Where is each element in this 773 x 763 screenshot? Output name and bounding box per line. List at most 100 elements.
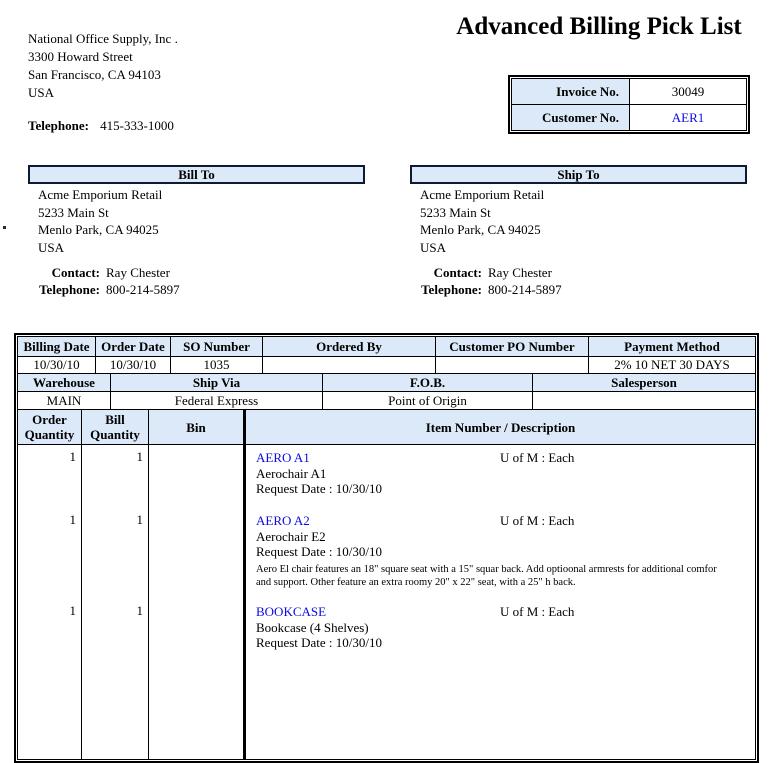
- bill-to-header-bar: Bill To: [28, 165, 365, 184]
- bill-to-name: Acme Emporium Retail: [38, 187, 163, 202]
- company-address-block: National Office Supply, Inc . 3300 Howar…: [28, 30, 178, 135]
- ship-to-telephone-label: Telephone:: [421, 282, 482, 297]
- item-bill-qty: 1: [82, 445, 148, 508]
- order-header-section: Billing Date Order Date SO Number Ordere…: [18, 337, 755, 373]
- company-name: National Office Supply, Inc .: [28, 31, 178, 46]
- item-request-date: Request Date : 10/30/10: [256, 635, 383, 650]
- report-page: { "page": { "title": "Advanced Billing P…: [3, 13, 759, 763]
- item-bill-qty: 1: [82, 508, 148, 599]
- item-number-row: AERO A1 U of M : Each: [256, 450, 747, 466]
- item-number-link[interactable]: AERO A1: [256, 450, 310, 465]
- report-title: Advanced Billing Pick List: [456, 13, 742, 40]
- item-bill-qty: 1: [82, 599, 148, 759]
- company-street: 3300 Howard Street: [28, 49, 133, 64]
- ship-to-contact-block: Contact: Ray Chester Telephone: 800-214-58…: [410, 264, 562, 298]
- item-order-qty: 1: [18, 445, 81, 508]
- item-short-description: Bookcase (4 Shelves): [256, 619, 369, 635]
- item-order-qty: 1: [18, 599, 81, 759]
- item-number-row: BOOKCASE U of M : Each: [256, 604, 747, 620]
- ship-to-country: USA: [420, 239, 447, 255]
- col-ordered-by: Ordered By: [263, 337, 435, 356]
- col-billing-date: Billing Date: [18, 337, 95, 356]
- col-ship-via: Ship Via: [111, 374, 322, 391]
- item-uom: U of M : Each: [500, 450, 575, 465]
- ship-to-street: 5233 Main St: [420, 204, 491, 220]
- bill-to-telephone-label: Telephone:: [39, 282, 100, 297]
- bill-to-street: 5233 Main St: [38, 204, 109, 220]
- col-salesperson: Salesperson: [533, 374, 755, 391]
- payment-method-value: 2% 10 NET 30 DAYS: [589, 357, 755, 373]
- bill-to-address-block: Acme Emporium Retail 5233 Main St Menlo …: [38, 186, 162, 256]
- line-items-section: 1 1 AERO A1 U of M : Each Aerochair A1 R…: [18, 445, 755, 759]
- bill-to-contact-label: Contact:: [51, 265, 100, 280]
- line-item-column-headers: Order Quantity Bill Quantity Bin Item Nu…: [18, 410, 755, 444]
- customer-no-link[interactable]: AER1: [630, 105, 746, 130]
- bill-to-country: USA: [38, 239, 65, 255]
- invoice-no-label: Invoice No.: [512, 79, 629, 104]
- item-uom: U of M : Each: [500, 513, 575, 528]
- ship-to-header-bar: Ship To: [410, 165, 747, 184]
- ship-to-contact-value: Ray Chester: [488, 265, 552, 280]
- item-description-cell: BOOKCASE U of M : Each Bookcase (4 Shelv…: [246, 599, 755, 759]
- so-number-value: 1035: [171, 357, 262, 373]
- item-number-row: AERO A2 U of M : Each: [256, 513, 747, 529]
- bill-to-contact-row: Contact: Ray Chester: [28, 264, 180, 281]
- company-country: USA: [28, 85, 55, 100]
- item-uom: U of M : Each: [500, 604, 575, 619]
- col-bill-quantity: Bill Quantity: [82, 410, 148, 444]
- col-order-date: Order Date: [96, 337, 170, 356]
- company-city: San Francisco, CA 94103: [28, 67, 161, 82]
- col-so-number: SO Number: [171, 337, 262, 356]
- item-request-date: Request Date : 10/30/10: [256, 544, 383, 559]
- ship-to-contact-row: Contact: Ray Chester: [410, 264, 562, 281]
- order-date-value: 10/30/10: [96, 357, 170, 373]
- salesperson-value: [533, 392, 755, 409]
- company-telephone-row: Telephone: 415-333-1000: [28, 117, 178, 135]
- bill-to-city: Menlo Park, CA 94025: [38, 222, 159, 237]
- item-description-cell: AERO A2 U of M : Each Aerochair E2 Reque…: [246, 508, 755, 599]
- item-description-cell: AERO A1 U of M : Each Aerochair A1 Reque…: [246, 445, 755, 508]
- ship-to-address-block: Acme Emporium Retail 5233 Main St Menlo …: [420, 186, 544, 256]
- company-telephone-label: Telephone:: [28, 118, 89, 133]
- col-warehouse: Warehouse: [18, 374, 110, 391]
- col-customer-po: Customer PO Number: [436, 337, 588, 356]
- billing-date-value: 10/30/10: [18, 357, 95, 373]
- item-long-description: Aero El chair features an 18" square sea…: [256, 563, 717, 589]
- bill-to-contact-value: Ray Chester: [106, 265, 170, 280]
- shipping-header-section: Warehouse Ship Via F.O.B. Salesperson MA…: [18, 374, 755, 409]
- item-number-link[interactable]: BOOKCASE: [256, 604, 327, 619]
- bill-to-telephone-value: 800-214-5897: [106, 282, 180, 297]
- col-item-description: Item Number / Description: [246, 410, 755, 444]
- ship-to-contact-label: Contact:: [433, 265, 482, 280]
- bill-to-telephone-row: Telephone: 800-214-5897: [28, 281, 180, 298]
- order-detail-table: Billing Date Order Date SO Number Ordere…: [14, 333, 759, 763]
- warehouse-value: MAIN: [18, 392, 110, 409]
- col-order-quantity: Order Quantity: [18, 410, 81, 444]
- col-fob: F.O.B.: [323, 374, 532, 391]
- ship-to-header-label: Ship To: [557, 166, 600, 182]
- item-request-date: Request Date : 10/30/10: [256, 481, 383, 496]
- col-payment-method: Payment Method: [589, 337, 755, 356]
- fob-value: Point of Origin: [323, 392, 532, 409]
- item-bin: [149, 599, 245, 759]
- ship-to-telephone-row: Telephone: 800-214-5897: [410, 281, 562, 298]
- item-short-description: Aerochair A1: [256, 465, 327, 481]
- ship-to-telephone-value: 800-214-5897: [488, 282, 562, 297]
- item-order-qty: 1: [18, 508, 81, 599]
- bill-to-contact-block: Contact: Ray Chester Telephone: 800-214-58…: [28, 264, 180, 298]
- invoice-no-value: 30049: [630, 79, 746, 104]
- item-bin: [149, 445, 245, 508]
- ordered-by-value: [263, 357, 435, 373]
- stray-mark: [3, 226, 6, 229]
- ship-via-value: Federal Express: [111, 392, 322, 409]
- col-bin: Bin: [149, 410, 245, 444]
- customer-po-value: [436, 357, 588, 373]
- customer-no-label: Customer No.: [512, 105, 629, 130]
- ship-to-name: Acme Emporium Retail: [420, 187, 545, 202]
- bill-to-header-label: Bill To: [178, 166, 215, 182]
- item-short-description: Aerochair E2: [256, 528, 326, 544]
- item-number-link[interactable]: AERO A2: [256, 513, 310, 528]
- ship-to-city: Menlo Park, CA 94025: [420, 222, 541, 237]
- invoice-number-box: Invoice No. 30049 Customer No. AER1: [508, 75, 750, 134]
- item-bin: [149, 508, 245, 599]
